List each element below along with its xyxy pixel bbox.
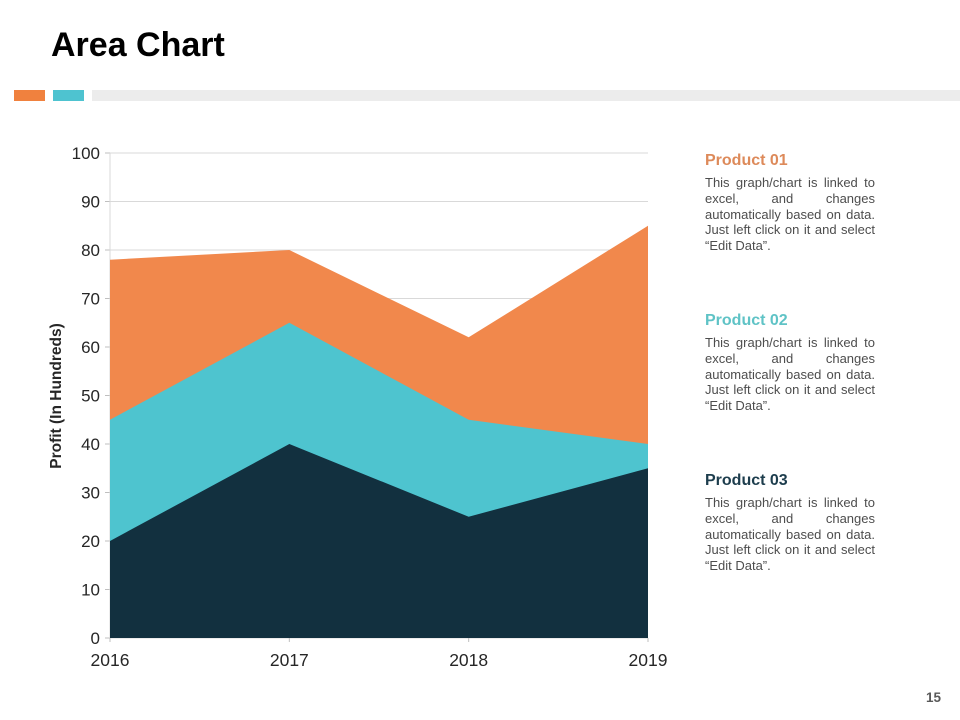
- y-tick-label: 100: [72, 144, 100, 163]
- y-tick-label: 0: [91, 629, 100, 648]
- x-tick-label: 2018: [449, 650, 488, 670]
- accent-bar-gray: [92, 90, 960, 101]
- y-tick-label: 10: [81, 581, 100, 600]
- product-block-1: Product 01 This graph/chart is linked to…: [705, 152, 875, 254]
- product-1-title: Product 01: [705, 152, 788, 169]
- y-tick-label: 60: [81, 338, 100, 357]
- y-tick-label: 70: [81, 290, 100, 309]
- x-tick-label: 2019: [629, 650, 668, 670]
- page-number: 15: [926, 690, 942, 705]
- x-tick-label: 2017: [270, 650, 309, 670]
- y-tick-label: 90: [81, 193, 100, 212]
- y-tick-label: 40: [81, 435, 100, 454]
- product-block-2: Product 02 This graph/chart is linked to…: [705, 312, 875, 414]
- y-axis-title: Profit (In Hundreds): [48, 323, 65, 469]
- product-2-title: Product 02: [705, 312, 788, 329]
- accent-bar-orange: [14, 90, 45, 101]
- y-tick-label: 30: [81, 484, 100, 503]
- product-1-description: This graph/chart is linked to excel, and…: [705, 175, 875, 254]
- y-tick-label: 20: [81, 532, 100, 551]
- accent-bar-teal: [53, 90, 84, 101]
- y-tick-label: 50: [81, 387, 100, 406]
- y-tick-label: 80: [81, 241, 100, 260]
- area-product-03[interactable]: [110, 444, 648, 638]
- slide-title: Area Chart: [51, 26, 225, 64]
- product-2-description: This graph/chart is linked to excel, and…: [705, 335, 875, 414]
- product-3-title: Product 03: [705, 472, 788, 489]
- product-3-description: This graph/chart is linked to excel, and…: [705, 495, 875, 574]
- x-tick-label: 2016: [91, 650, 130, 670]
- product-block-3: Product 03 This graph/chart is linked to…: [705, 472, 875, 574]
